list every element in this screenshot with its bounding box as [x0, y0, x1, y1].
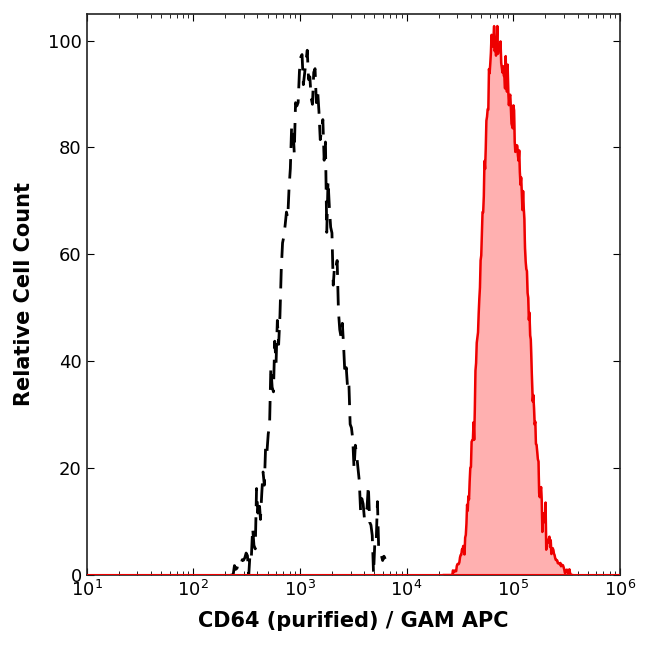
X-axis label: CD64 (purified) / GAM APC: CD64 (purified) / GAM APC — [198, 611, 508, 631]
Y-axis label: Relative Cell Count: Relative Cell Count — [14, 183, 34, 406]
